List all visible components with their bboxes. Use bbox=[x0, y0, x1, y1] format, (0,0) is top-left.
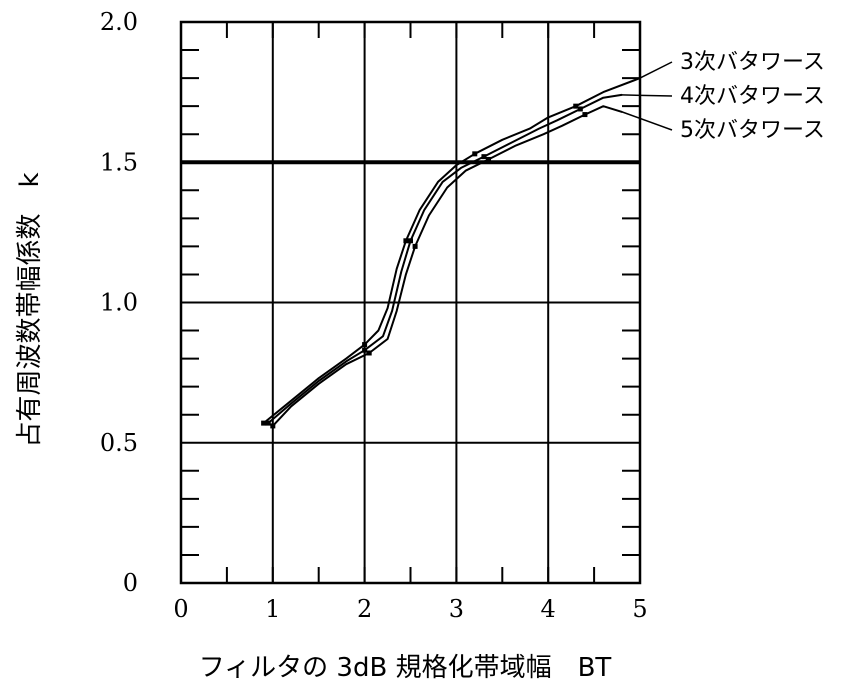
legend-entry: 4次バタワース bbox=[680, 84, 825, 109]
y-tick-label: 0.5 bbox=[100, 429, 138, 457]
series bbox=[261, 77, 641, 429]
x-tick-label: 4 bbox=[541, 595, 556, 623]
x-tick-label: 3 bbox=[449, 595, 464, 623]
series-point bbox=[486, 156, 492, 162]
x-tick-label: 0 bbox=[173, 595, 188, 623]
x-tick-label: 5 bbox=[632, 595, 647, 623]
y-tick-label: 1.5 bbox=[100, 148, 138, 176]
x-tick-label: 2 bbox=[357, 595, 372, 623]
series-point bbox=[403, 238, 409, 244]
series-line bbox=[262, 77, 641, 425]
series-point bbox=[481, 154, 487, 160]
series-line bbox=[271, 105, 623, 427]
series-point bbox=[577, 106, 583, 112]
legend-leader bbox=[621, 94, 673, 97]
x-tick-label: 1 bbox=[265, 595, 280, 623]
grid bbox=[181, 22, 640, 583]
series-point bbox=[366, 350, 372, 356]
series-point bbox=[582, 112, 588, 118]
series-point bbox=[412, 243, 418, 249]
series-line bbox=[267, 93, 623, 425]
legend: 3次バタワース 4次バタワース 5次バタワース bbox=[621, 50, 825, 143]
plot-frame bbox=[179, 20, 642, 585]
tick-labels: 0 1 2 3 4 5 0 0.5 1.0 1.5 2.0 bbox=[100, 8, 648, 623]
series-point bbox=[408, 238, 413, 244]
y-tick-label: 1.0 bbox=[100, 289, 138, 317]
y-axis-label: 占有周波数帯幅係数 k bbox=[15, 172, 45, 447]
y-tick-label: 2.0 bbox=[100, 8, 138, 36]
legend-leader bbox=[621, 111, 673, 131]
legend-leader bbox=[639, 61, 673, 79]
series-point bbox=[362, 342, 368, 348]
legend-entry: 5次バタワース bbox=[680, 118, 825, 143]
series-point bbox=[472, 151, 478, 157]
x-axis-label: フィルタの 3dB 規格化帯域幅 BT bbox=[199, 653, 612, 683]
legend-entry: 3次バタワース bbox=[680, 50, 825, 75]
series-point bbox=[270, 423, 276, 429]
series-point bbox=[573, 103, 579, 109]
y-tick-label: 0 bbox=[123, 569, 138, 597]
series-point bbox=[261, 420, 267, 426]
series-point bbox=[362, 347, 368, 353]
series-point bbox=[265, 420, 271, 426]
